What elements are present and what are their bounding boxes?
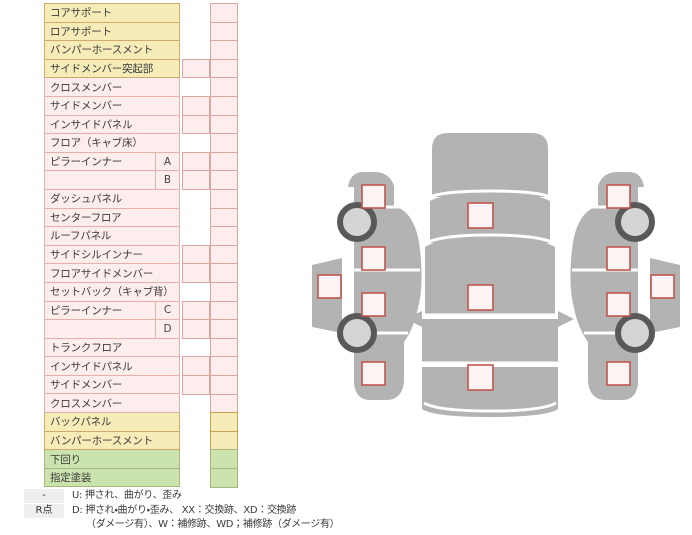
panel-name-cell: フロアサイドメンバー xyxy=(44,263,180,283)
legend-text-cont: （ダメージ有）、W：補修跡、WD；補修跡（ダメージ有） xyxy=(86,519,340,530)
table-row: クロスメンバー xyxy=(44,393,260,414)
panel-name-cell: インサイドパネル xyxy=(44,356,180,376)
mark-cell-group[interactable] xyxy=(182,319,280,339)
table-row: B xyxy=(44,170,260,190)
panel-name-cell: ルーフパネル xyxy=(44,226,180,246)
mark-cell-group[interactable] xyxy=(182,170,280,190)
panel-sub-cell: A xyxy=(156,151,180,172)
panel-name-cell: バックパネル xyxy=(44,412,180,432)
table-row: ピラーインナー C xyxy=(44,300,260,321)
mark-cell-group[interactable] xyxy=(182,96,280,116)
panel-name-cell: ピラーインナー xyxy=(44,151,156,172)
legend-text: D: 押され・曲がり・歪み、 XX：交換跡、XD：交換跡 （ダメージ有）、W：補修… xyxy=(72,504,384,532)
table-row: サイドメンバー突起部 xyxy=(44,58,260,79)
table-row: D xyxy=(44,319,260,339)
panel-name-cell: 下回り xyxy=(44,449,180,469)
table-row: バックパネル xyxy=(44,412,260,432)
top-view xyxy=(406,133,574,417)
panel-name-cell: バンパーホースメント xyxy=(44,430,180,451)
legend-row: R点 D: 押され・曲がり・歪み、 XX：交換跡、XD：交換跡 （ダメージ有）、W：… xyxy=(24,504,384,532)
panel-name-cell: トランクフロア xyxy=(44,337,180,358)
panel-name-cell: ロアサポート xyxy=(44,21,180,42)
panel-sub-cell: D xyxy=(156,319,180,339)
table-row: インサイドパネル xyxy=(44,356,260,376)
legend-text-main: U: 押され、曲がり、歪み xyxy=(72,490,182,501)
mark-cell[interactable] xyxy=(210,468,238,488)
mark-cell-group[interactable] xyxy=(182,263,280,283)
panel-name-cell: サイドメンバー突起部 xyxy=(44,58,180,79)
table-row: バンパーホースメント xyxy=(44,430,260,451)
table-row: 下回り xyxy=(44,449,260,469)
table-row: トランクフロア xyxy=(44,337,260,358)
mark-cell-group[interactable] xyxy=(182,244,280,265)
panel-name-cell: ダッシュパネル xyxy=(44,188,180,209)
panel-name-cell: 指定塗装 xyxy=(44,467,180,488)
legend-key: R点 xyxy=(24,504,64,518)
table-row: コアサポート xyxy=(44,3,260,23)
panel-damage-table: コアサポート ロアサポート バンパーホースメント サイドメンバー突起部 クロスメンバーサ… xyxy=(44,3,260,489)
panel-sub-cell: C xyxy=(156,300,180,321)
table-row: サイドメンバー xyxy=(44,95,260,116)
table-row: サイドシルインナー xyxy=(44,244,260,265)
left-side-view xyxy=(312,172,422,400)
panel-name-cell: インサイドパネル xyxy=(44,114,180,135)
table-row: ロアサポート xyxy=(44,21,260,42)
legend-text: U: 押され、曲がり、歪み xyxy=(72,489,384,503)
legend-row: - U: 押され、曲がり、歪み xyxy=(24,489,384,503)
panel-name-cell: セットバック（キャブ背） xyxy=(44,281,180,302)
table-row: ルーフパネル xyxy=(44,226,260,246)
mark-cell-group[interactable] xyxy=(182,151,280,172)
mark-cell-group[interactable] xyxy=(190,468,280,488)
legend-text-main: D: 押され・曲がり・歪み、 XX：交換跡、XD：交換跡 xyxy=(72,505,297,516)
mark-cell[interactable] xyxy=(182,170,210,190)
table-row: フロア（キャブ床） xyxy=(44,133,260,153)
mark-cell[interactable] xyxy=(182,58,210,79)
panel-name-cell xyxy=(44,319,156,339)
panel-name-cell: クロスメンバー xyxy=(44,393,180,414)
panel-name-cell xyxy=(44,170,156,190)
table-row: ダッシュパネル xyxy=(44,188,260,209)
mark-cell-group[interactable] xyxy=(182,114,280,135)
panel-name-cell: フロア（キャブ床） xyxy=(44,133,180,153)
panel-name-cell: サイドメンバー xyxy=(44,374,180,395)
mark-cell[interactable] xyxy=(182,319,210,339)
mark-cell[interactable] xyxy=(182,114,210,135)
table-row: クロスメンバー xyxy=(44,77,260,97)
table-row: バンパーホースメント xyxy=(44,40,260,60)
panel-sub-cell: B xyxy=(156,170,180,190)
mark-cell-group[interactable] xyxy=(182,356,280,376)
panel-name-cell: バンパーホースメント xyxy=(44,40,180,60)
vehicle-diagram xyxy=(300,125,692,417)
table-row: サイドメンバー xyxy=(44,374,260,395)
table-row: 指定塗装 xyxy=(44,467,260,488)
table-row: フロアサイドメンバー xyxy=(44,263,260,283)
table-row: センターフロア xyxy=(44,207,260,228)
panel-name-cell: センターフロア xyxy=(44,207,180,228)
panel-name-cell: コアサポート xyxy=(44,3,180,23)
right-side-view xyxy=(570,172,680,400)
table-row: インサイドパネル xyxy=(44,114,260,135)
table-row: ピラーインナー A xyxy=(44,151,260,172)
legend: - U: 押され、曲がり、歪み R点 D: 押され・曲がり・歪み、 XX：交換跡、XD… xyxy=(24,489,384,533)
mark-cell-group[interactable] xyxy=(182,58,280,79)
panel-name-cell: ピラーインナー xyxy=(44,300,156,321)
panel-name-cell: クロスメンバー xyxy=(44,77,180,97)
panel-name-cell: サイドシルインナー xyxy=(44,244,180,265)
legend-key: - xyxy=(24,489,64,503)
panel-name-cell: サイドメンバー xyxy=(44,95,180,116)
mark-cell[interactable] xyxy=(182,375,210,395)
table-row: セットバック（キャブ背） xyxy=(44,281,260,302)
mark-cell[interactable] xyxy=(182,263,210,283)
